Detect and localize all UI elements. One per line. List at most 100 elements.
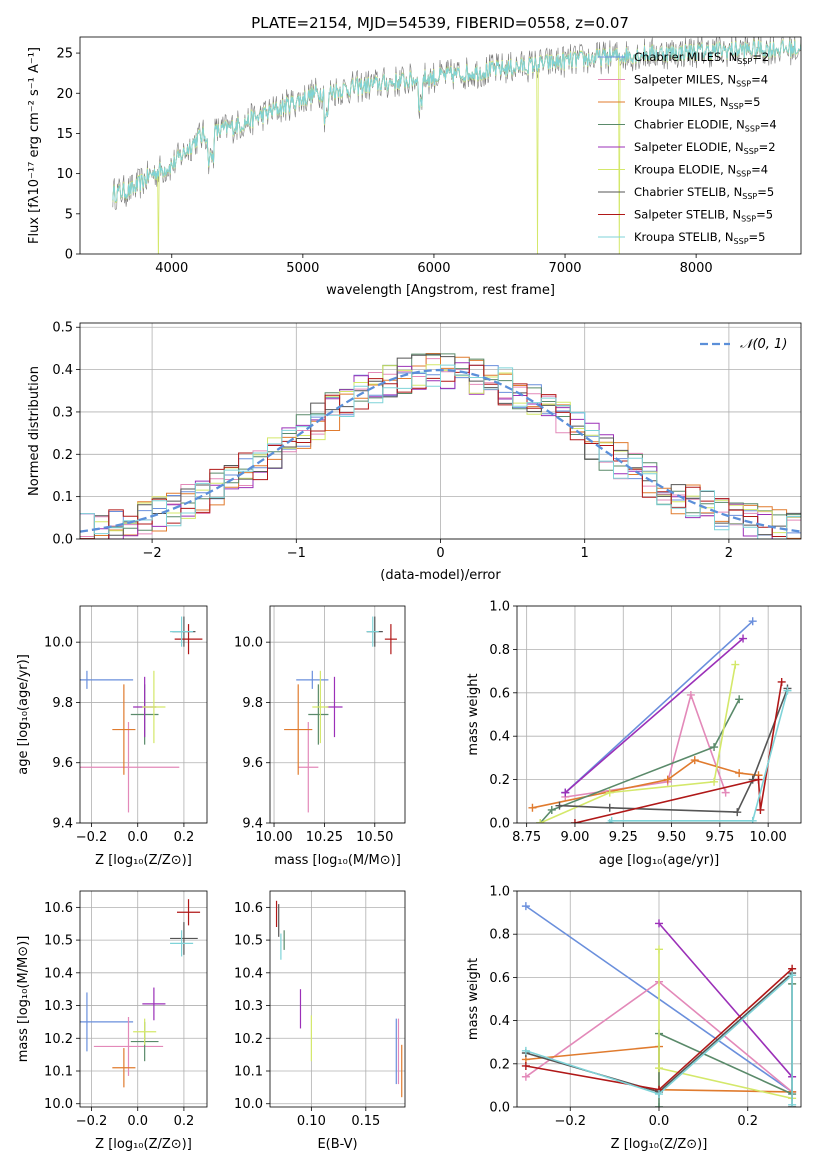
series-marker (686, 690, 695, 699)
y-tick-label: 10.1 (44, 1065, 73, 1080)
y-tick-label: 0 (65, 248, 73, 263)
y-tick-label: 10.6 (234, 901, 263, 916)
y-tick-label: 0.2 (52, 448, 73, 463)
series-kroupa_miles (528, 756, 763, 812)
y-tick-label: 0.6 (489, 686, 510, 701)
series-line (564, 637, 744, 794)
x-tick-label: 4000 (155, 261, 188, 276)
series-line (658, 922, 793, 1078)
data-point (296, 670, 329, 689)
series-salpeter_miles (561, 690, 730, 801)
x-tick-label: 7000 (548, 261, 581, 276)
y-tick-label: 10.5 (44, 934, 73, 949)
residuals-axes (76, 323, 801, 543)
y-tick-label: 9.4 (52, 817, 73, 832)
legend-label: Kroupa MILES, NSSP=5 (634, 95, 760, 111)
data-point (308, 684, 329, 745)
series-marker (655, 1090, 663, 1099)
data-point (142, 670, 166, 744)
x-tick-label: 0.0 (649, 1114, 670, 1129)
x-axis-label: mass [log₁₀(M/M⊙)] (274, 853, 401, 868)
x-tick-label: 9.00 (560, 830, 589, 845)
data-point (312, 670, 329, 744)
x-tick-label: 9.25 (609, 830, 638, 845)
y-tick-label: 0.2 (489, 1057, 510, 1072)
series-line (564, 620, 754, 794)
x-tick-label: 0.10 (297, 1114, 326, 1129)
legend-label: Chabrier ELODIE, NSSP=4 (634, 118, 777, 134)
x-tick-label: 0.2 (737, 1114, 758, 1129)
series-marker (605, 803, 614, 812)
series-marker (733, 808, 742, 817)
age_vs_Z-frame (79, 605, 208, 824)
y-tick-label: 0.3 (52, 405, 73, 420)
x-tick-label: 8.75 (512, 830, 541, 845)
series-kroupa_elodie (536, 660, 740, 823)
x-axis-label: Z [log₁₀(Z/Z⊙)] (611, 1137, 708, 1152)
series-marker (655, 945, 663, 954)
series-chabrier_stelib (555, 684, 792, 817)
x-axis-label: Z [log₁₀(Z/Z⊙)] (95, 1137, 192, 1152)
data-point (170, 930, 194, 957)
age_vs_mass-frame (269, 605, 406, 824)
y-tick-label: 10.2 (234, 1032, 263, 1047)
y-tick-label: 0.6 (489, 971, 510, 986)
spectrum-frame (79, 36, 802, 255)
y-tick-label: 10.1 (234, 1065, 263, 1080)
series-marker (655, 1103, 663, 1107)
data-point (284, 684, 313, 775)
y-tick-label: 10.0 (234, 1097, 263, 1112)
series-marker (710, 743, 719, 752)
series-marker (521, 1046, 530, 1055)
x-axis-label: Z [log₁₀(Z/Z⊙)] (95, 853, 192, 868)
series-marker (739, 634, 748, 643)
y-tick-label: 0.8 (489, 643, 510, 658)
x-axis-label: E(B-V) (317, 1137, 357, 1152)
series-marker (655, 1064, 663, 1073)
y-axis-label: mass [log₁₀(M/M⊙)] (16, 936, 31, 1063)
weight_vs_Z-frame (516, 890, 802, 1108)
y-axis-label: Normed distribution (27, 366, 42, 496)
data-point (133, 1018, 157, 1045)
x-tick-label: 10.25 (306, 830, 343, 845)
series-salpeter_stelib (570, 677, 786, 823)
series-marker (561, 788, 570, 797)
y-tick-label: 10.5 (234, 934, 263, 949)
histogram-chabrier_stelib (80, 353, 801, 539)
x-axis-label: (data-model)/error (380, 568, 501, 583)
y-tick-label: 0.4 (489, 1014, 510, 1029)
data-point (112, 684, 136, 775)
chart-title: PLATE=2154, MJD=54539, FIBERID=0558, z=0… (251, 14, 629, 32)
x-tick-label: 2 (725, 546, 733, 561)
histogram-kroupa_stelib (80, 364, 801, 539)
series-marker (721, 788, 730, 797)
series-marker (536, 819, 545, 823)
y-tick-label: 25 (56, 47, 73, 62)
histogram-kroupa_miles (80, 353, 801, 539)
y-tick-label: 10 (56, 167, 73, 182)
x-tick-label: −2 (143, 546, 162, 561)
series-kroupa_stelib (521, 971, 797, 1107)
series-salpeter_elodie (655, 919, 797, 1081)
x-tick-label: 0.15 (351, 1114, 380, 1129)
y-tick-label: 9.8 (242, 696, 263, 711)
y-tick-label: 9.8 (52, 696, 73, 711)
data-point (93, 1017, 164, 1076)
series-marker (748, 617, 757, 626)
series-marker (777, 677, 786, 686)
x-axis-label: age [log₁₀(age/yr)] (599, 853, 720, 868)
y-tick-label: 15 (56, 127, 73, 142)
y-tick-label: 0.4 (489, 730, 510, 745)
x-tick-label: −0.2 (76, 830, 108, 845)
y-tick-label: 10.6 (44, 901, 73, 916)
series-marker (605, 788, 614, 797)
spectrum-axes (76, 52, 697, 258)
series-marker (754, 775, 763, 784)
x-tick-label: 1 (581, 546, 589, 561)
x-tick-label: 5000 (286, 261, 319, 276)
legend-label: Salpeter ELODIE, NSSP=2 (634, 140, 776, 156)
y-tick-label: 20 (56, 87, 73, 102)
y-tick-label: 9.6 (52, 756, 73, 771)
y-axis-label: age [log₁₀(age/yr)] (16, 654, 31, 775)
